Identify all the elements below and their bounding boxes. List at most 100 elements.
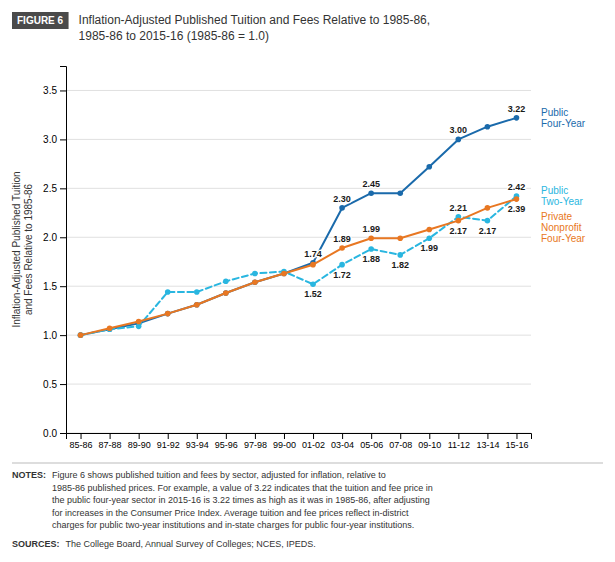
value-label: 2.39 (508, 204, 526, 214)
point (485, 205, 491, 211)
x-tick: 07-08 (389, 433, 412, 450)
point (339, 205, 345, 211)
x-tick: 85-86 (70, 433, 93, 450)
sources-label: SOURCES: (12, 539, 60, 549)
x-tick-mark (400, 433, 401, 439)
x-tick-mark (284, 433, 285, 439)
point (194, 289, 200, 295)
point (252, 279, 258, 285)
point (456, 218, 462, 224)
series-line (81, 199, 517, 335)
badge-text: FIGURE 6 (17, 15, 64, 26)
y-tick-label: 1.0 (43, 330, 57, 341)
point (107, 325, 113, 331)
point (78, 332, 84, 338)
y-tick-mark (60, 335, 66, 336)
x-tick: 15-16 (505, 433, 528, 450)
point (397, 235, 403, 241)
point (165, 311, 171, 317)
notes-line: for increases in the Consumer Price Inde… (52, 508, 409, 518)
x-axis: 85-8687-8889-9091-9293-9495-9697-9899-00… (67, 433, 532, 450)
point (397, 252, 403, 258)
x-tick-mark (487, 433, 488, 439)
point (281, 271, 287, 277)
grid-line (66, 286, 531, 287)
point (136, 324, 142, 330)
grid-line (66, 335, 531, 336)
x-tick-mark (226, 433, 227, 439)
y-axis-title-line: Inflation-Adjusted Published Tuition (11, 171, 22, 327)
y-tick: 0.0 (43, 428, 66, 439)
x-tick: 97-98 (244, 433, 267, 450)
value-label: 2.45 (362, 179, 380, 189)
y-axis: 0.00.51.01.52.02.53.03.5 (43, 67, 66, 439)
point (485, 124, 491, 130)
series-line (81, 118, 517, 335)
grid-line (66, 237, 531, 238)
point (252, 271, 258, 277)
x-tick-mark (516, 433, 517, 439)
grid (66, 90, 531, 433)
value-label: 1.82 (391, 260, 409, 270)
y-axis-title: Inflation-Adjusted Published Tuitionand … (11, 171, 34, 327)
x-tick-mark (371, 433, 372, 439)
point (310, 281, 316, 287)
value-label: 2.17 (479, 226, 497, 236)
notes-line: 1985-86 published prices. For example, a… (52, 483, 433, 493)
x-tick: 09-10 (418, 433, 441, 450)
x-tick-mark (110, 433, 111, 439)
point (426, 235, 432, 241)
notes-line: charges for public two-year institutions… (52, 520, 414, 530)
x-tick: 05-06 (360, 433, 383, 450)
legend: PublicFour-YearPublicTwo-YearPrivateNonp… (541, 107, 586, 244)
y-tick-label: 0.5 (43, 379, 57, 390)
grid-line (66, 188, 531, 189)
x-tick-label: 85-86 (70, 440, 93, 450)
y-tick: 2.0 (43, 232, 66, 243)
y-tick-label: 1.5 (43, 281, 57, 292)
point (339, 262, 345, 268)
title: Inflation-Adjusted Published Tuition and… (79, 13, 431, 27)
y-tick: 3.0 (43, 134, 66, 145)
point (223, 279, 229, 285)
value-label: 3.22 (508, 104, 526, 114)
value-label: 1.99 (421, 243, 439, 253)
series (78, 196, 520, 338)
x-tick-label: 05-06 (360, 440, 383, 450)
point (78, 332, 84, 338)
x-tick-label: 89-90 (128, 440, 151, 450)
x-tick-label: 91-92 (157, 440, 180, 450)
x-tick: 11-12 (448, 433, 470, 450)
value-label: 2.30 (333, 194, 351, 204)
point (368, 190, 374, 196)
y-tick: 0.5 (43, 379, 66, 390)
point (426, 164, 432, 170)
x-tick: 13-14 (476, 433, 499, 450)
value-label: 1.99 (362, 224, 380, 234)
badge: FIGURE 6 (12, 12, 69, 29)
x-tick-mark (342, 433, 343, 439)
point (252, 279, 258, 285)
notes-label: NOTES: (12, 470, 46, 480)
point (485, 218, 491, 224)
x-tick: 95-96 (215, 433, 238, 450)
y-tick-mark (60, 90, 66, 91)
x-tick-label: 03-04 (331, 440, 354, 450)
x-tick-label: 09-10 (418, 440, 441, 450)
y-tick-mark (60, 237, 66, 238)
grid-line (66, 90, 531, 91)
point (426, 227, 432, 233)
x-axis-line (67, 434, 532, 440)
x-tick: 89-90 (128, 433, 151, 450)
point (136, 319, 142, 325)
y-tick-label: 0.0 (43, 428, 57, 439)
x-tick-label: 95-96 (215, 440, 238, 450)
x-tick-mark (197, 433, 198, 439)
point (165, 289, 171, 295)
x-tick: 87-88 (99, 433, 122, 450)
x-tick-mark (429, 433, 430, 439)
value-label: 3.00 (450, 125, 468, 135)
point (165, 311, 171, 317)
value-label: 2.42 (508, 182, 526, 192)
series (78, 115, 520, 338)
